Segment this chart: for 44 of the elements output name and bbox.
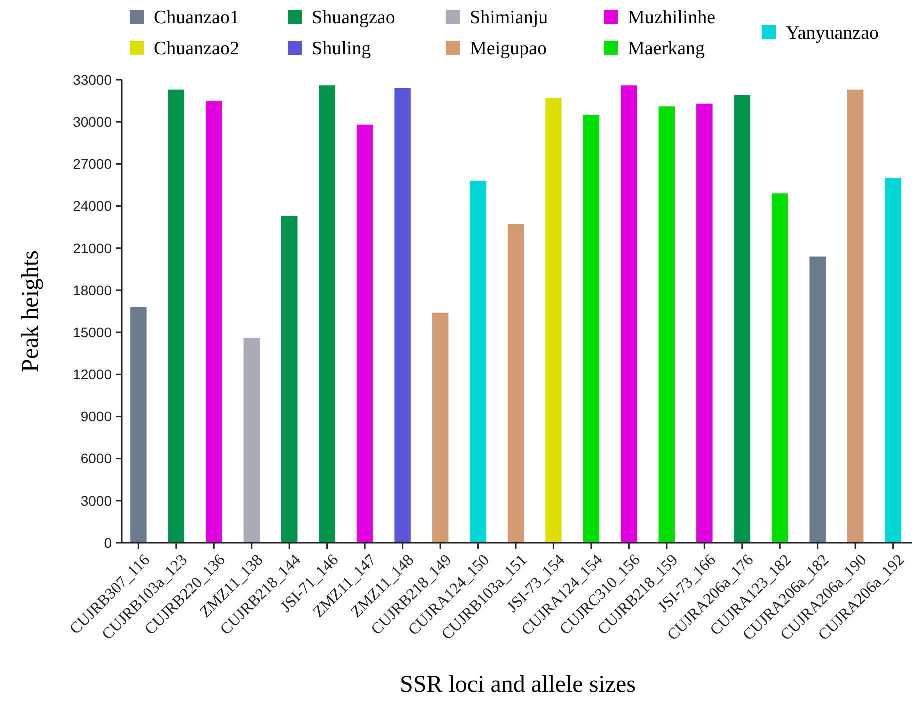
bar — [168, 90, 185, 543]
y-tick-label: 18000 — [73, 282, 112, 298]
y-tick-label: 9000 — [80, 408, 112, 425]
y-tick-label: 12000 — [73, 366, 112, 383]
legend-label: Chuanzao2 — [154, 38, 240, 60]
bar — [772, 194, 788, 543]
bar — [470, 181, 486, 543]
bar — [546, 98, 562, 543]
bar — [281, 216, 298, 543]
y-tick-label: 21000 — [73, 240, 112, 256]
y-tick-label: 33000 — [73, 72, 112, 88]
legend-label: Muzhilinhe — [628, 8, 716, 29]
y-tick-label: 3000 — [80, 492, 112, 509]
bar — [658, 106, 676, 543]
legend-label: Meigupao — [470, 38, 548, 60]
bar — [696, 104, 713, 543]
legend-label: Shimianju — [470, 8, 549, 29]
bar — [244, 338, 260, 543]
y-tick-label: 30000 — [73, 114, 112, 130]
y-tick-label: 6000 — [80, 450, 112, 467]
legend-label: Shuangzao — [312, 8, 396, 29]
y-tick-label: 24000 — [73, 198, 112, 214]
bar — [356, 124, 374, 543]
bar — [432, 312, 449, 543]
bar — [734, 95, 751, 543]
bar — [621, 86, 638, 543]
legend-label: Yanyuanzao — [786, 23, 880, 44]
bar — [319, 86, 336, 543]
y-tick-label: 0 — [104, 534, 112, 551]
legend-label: Maerkang — [628, 38, 706, 60]
bar — [206, 101, 222, 543]
legend-label: Shuling — [312, 38, 372, 60]
bar — [847, 90, 864, 543]
y-tick-label: 15000 — [73, 324, 112, 340]
bar — [130, 307, 147, 543]
x-axis-title: SSR loci and allele sizes — [400, 672, 636, 698]
bar — [810, 256, 826, 543]
bar — [394, 88, 411, 543]
bar — [508, 224, 524, 543]
bar — [885, 178, 902, 543]
y-tick-label: 27000 — [73, 156, 112, 172]
legend-label: Chuanzao1 — [154, 8, 240, 29]
bar — [583, 115, 600, 543]
y-axis-title: Peak heights — [18, 250, 44, 372]
